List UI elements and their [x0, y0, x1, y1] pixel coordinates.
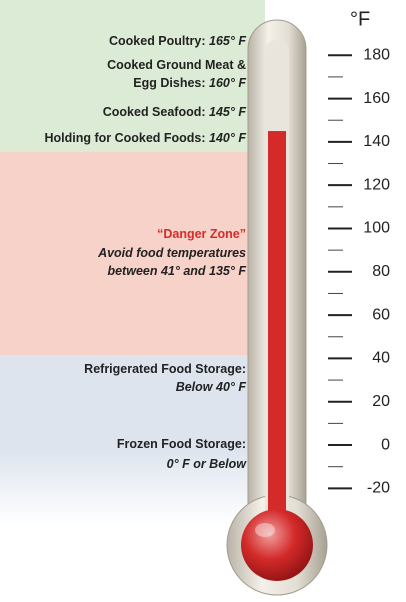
label: Avoid food temperatures: [97, 246, 246, 260]
zone-background: [0, 152, 265, 355]
tick-label: 160: [363, 90, 390, 107]
temperature: 140° F: [209, 131, 246, 145]
label: Holding for Cooked Foods:: [44, 131, 205, 145]
zone-text: Below 40° F: [176, 380, 247, 394]
label: Cooked Ground Meat &: [107, 58, 246, 72]
label: between 41° and 135° F: [107, 264, 246, 278]
zone-text: Cooked Poultry: 165° F: [109, 34, 246, 48]
tick-label: 80: [372, 263, 390, 280]
tick-label: 140: [363, 133, 390, 150]
mercury: [268, 131, 286, 545]
label: Below 40° F: [176, 380, 247, 394]
tick-label: 0: [381, 436, 390, 453]
zone-text: Holding for Cooked Foods: 140° F: [44, 131, 246, 145]
tick-label: -20: [367, 480, 390, 497]
tick-label: 20: [372, 393, 390, 410]
zone-text: between 41° and 135° F: [107, 264, 246, 278]
unit-label: °F: [350, 8, 370, 30]
tick-label: 60: [372, 306, 390, 323]
label: “Danger Zone”: [157, 227, 246, 241]
tick-label: 40: [372, 350, 390, 367]
label: Cooked Seafood:: [103, 105, 206, 119]
label: 0° F or Below: [167, 457, 248, 471]
tick-label: 180: [363, 46, 390, 63]
temperature: 165° F: [209, 34, 246, 48]
label: Refrigerated Food Storage:: [84, 362, 246, 376]
tick-label: 100: [363, 220, 390, 237]
temperature: 145° F: [209, 105, 246, 119]
zone-text: “Danger Zone”: [157, 227, 246, 241]
zone-text: Egg Dishes: 160° F: [133, 76, 246, 90]
zone-text: Cooked Seafood: 145° F: [103, 105, 247, 119]
tick-label: 120: [363, 176, 390, 193]
temperature: 160° F: [209, 76, 246, 90]
label: Frozen Food Storage:: [117, 437, 246, 451]
zone-background: [0, 355, 265, 525]
zone-text: Cooked Ground Meat &: [107, 58, 246, 72]
label: Cooked Poultry:: [109, 34, 206, 48]
zone-text: Refrigerated Food Storage:: [84, 362, 246, 376]
bulb-mercury: [241, 509, 313, 581]
zone-text: 0° F or Below: [167, 457, 248, 471]
label: Egg Dishes:: [133, 76, 205, 90]
zone-background: [0, 0, 265, 152]
highlight: [255, 523, 275, 537]
zone-text: Avoid food temperatures: [97, 246, 246, 260]
zone-text: Frozen Food Storage:: [117, 437, 246, 451]
